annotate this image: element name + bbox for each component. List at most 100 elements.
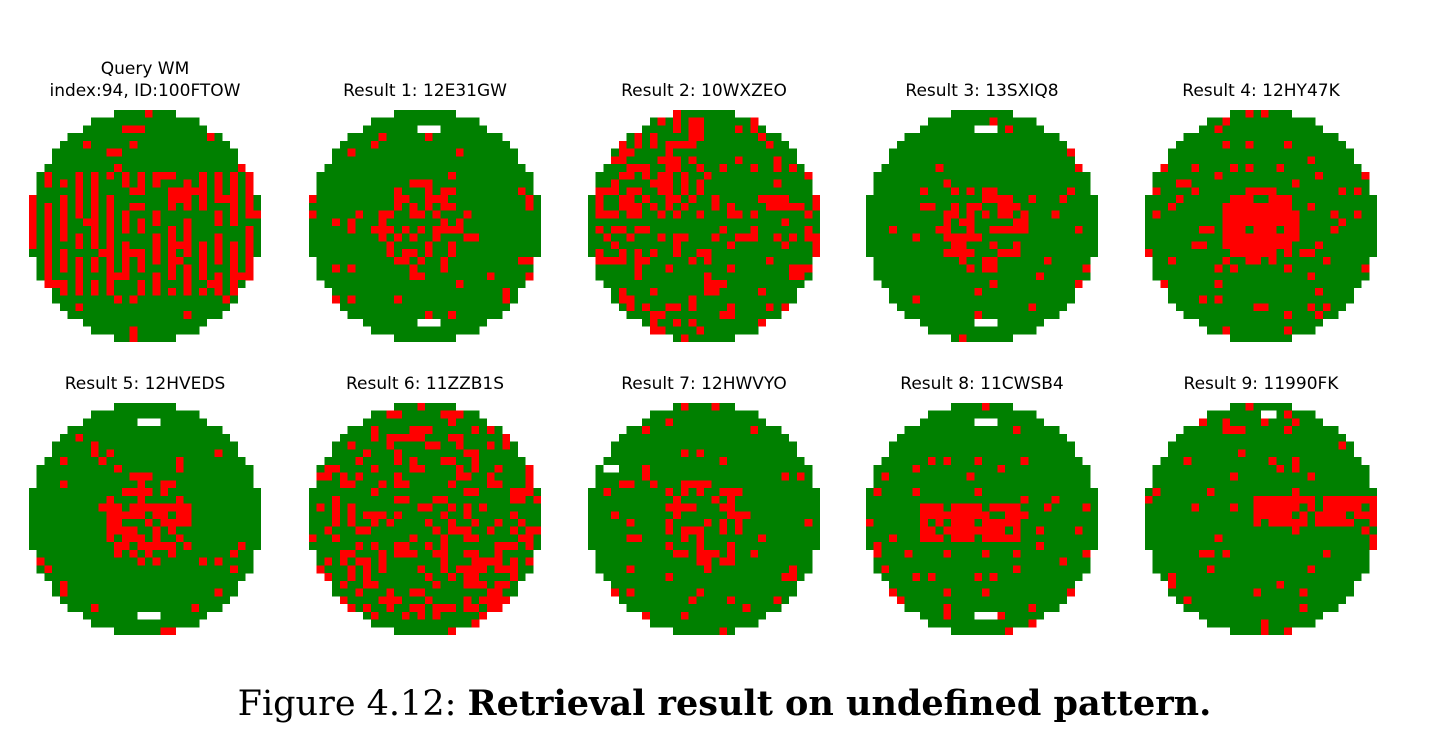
die-cell	[347, 573, 356, 582]
die-cell	[245, 534, 254, 543]
die-cell	[370, 426, 379, 435]
die-cell	[1346, 202, 1354, 211]
die-cell	[734, 125, 743, 134]
die-cell	[510, 148, 518, 157]
die-cell	[812, 210, 820, 219]
die-cell	[386, 218, 395, 227]
die-cell	[1237, 195, 1246, 203]
die-cell	[432, 218, 441, 227]
die-cell	[59, 187, 68, 196]
die-cell	[145, 125, 153, 134]
die-cell	[1330, 140, 1339, 149]
die-cell	[463, 125, 472, 134]
die-cell	[866, 233, 874, 242]
die-cell	[1222, 210, 1231, 219]
die-cell	[463, 241, 472, 250]
die-cell	[1214, 303, 1223, 312]
die-cell	[455, 604, 464, 612]
die-cell	[355, 503, 364, 512]
die-cell	[479, 272, 488, 281]
die-cell	[1253, 140, 1262, 149]
die-cell	[634, 195, 643, 203]
die-cell	[363, 565, 372, 574]
die-cell	[114, 110, 122, 118]
die-cell	[425, 179, 433, 188]
die-cell	[332, 542, 341, 551]
die-cell	[595, 256, 604, 265]
die-cell	[347, 503, 356, 512]
die-cell	[1346, 164, 1354, 173]
die-cell	[626, 226, 635, 234]
die-cell	[873, 233, 882, 242]
die-cell	[688, 148, 697, 157]
die-cell	[1145, 202, 1153, 211]
die-cell	[222, 441, 231, 450]
die-cell	[1074, 179, 1083, 188]
die-cell	[927, 318, 936, 327]
die-cell	[152, 457, 161, 466]
die-cell	[1315, 249, 1324, 258]
die-cell	[742, 210, 751, 219]
die-cell	[114, 280, 122, 289]
die-cell	[83, 303, 92, 312]
die-cell	[394, 311, 402, 319]
die-cell	[471, 410, 480, 419]
die-cell	[152, 171, 161, 180]
die-cell	[958, 125, 967, 134]
die-cell	[106, 311, 115, 319]
die-cell	[889, 195, 898, 203]
die-cell	[1237, 218, 1246, 227]
die-cell	[455, 241, 464, 250]
result-5-title: Result 5: 12HVEDS	[64, 374, 226, 394]
die-cell	[966, 233, 975, 242]
die-cell	[448, 604, 457, 612]
die-cell	[168, 171, 177, 180]
die-cell	[206, 164, 215, 173]
die-cell	[927, 311, 936, 319]
die-cell	[168, 627, 177, 635]
die-cell	[386, 241, 395, 250]
die-cell	[114, 403, 122, 411]
die-cell	[152, 426, 161, 435]
die-cell	[471, 573, 480, 582]
die-cell	[1012, 303, 1021, 312]
die-cell	[1191, 241, 1200, 250]
die-cell	[657, 249, 666, 258]
die-cell	[425, 480, 433, 489]
die-cell	[121, 179, 130, 188]
die-cell	[432, 542, 441, 551]
die-cell	[332, 272, 341, 281]
die-cell	[160, 503, 169, 512]
die-cell	[121, 272, 130, 281]
die-cell	[90, 557, 99, 566]
die-cell	[765, 156, 774, 165]
die-cell	[502, 164, 511, 173]
die-cell	[989, 218, 998, 227]
die-cell	[90, 125, 99, 134]
result-1-title: Result 1: 12E31GW	[343, 81, 507, 101]
die-cell	[44, 164, 53, 173]
die-cell	[145, 249, 153, 258]
die-cell	[463, 280, 472, 289]
die-cell	[1291, 256, 1300, 265]
die-cell	[889, 148, 898, 157]
die-cell	[230, 588, 238, 597]
die-cell	[160, 264, 169, 273]
die-cell	[114, 519, 122, 527]
die-cell	[440, 133, 449, 142]
die-cell	[982, 334, 990, 342]
die-cell	[1028, 256, 1037, 265]
die-cell	[525, 526, 534, 535]
die-cell	[75, 464, 84, 473]
die-cell	[83, 171, 92, 180]
die-cell	[463, 534, 472, 543]
die-cell	[634, 226, 643, 234]
die-cell	[471, 511, 480, 520]
die-cell	[455, 565, 464, 574]
die-cell	[448, 488, 457, 496]
die-cell	[1245, 241, 1254, 250]
die-cell	[873, 210, 882, 219]
die-cell	[804, 256, 813, 265]
die-cell	[673, 179, 681, 188]
die-cell	[881, 195, 890, 203]
